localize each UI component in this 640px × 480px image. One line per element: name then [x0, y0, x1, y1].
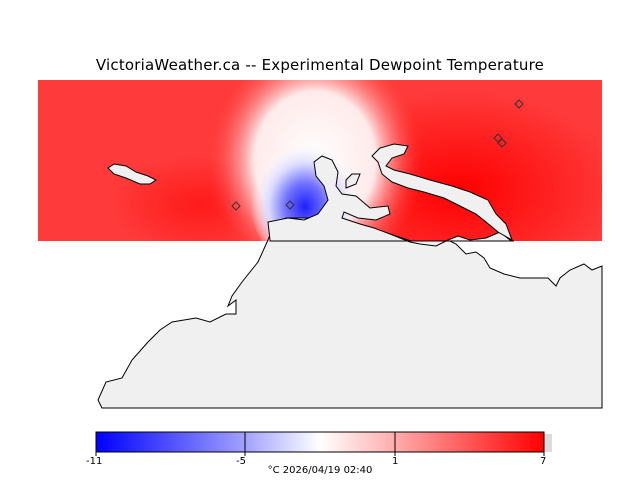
- colorbar-tick-label: 7: [540, 456, 547, 467]
- station-markers: [231, 99, 524, 211]
- colorbar-tick-label: -11: [86, 456, 103, 467]
- colorbar-tick-label: -5: [236, 456, 246, 467]
- map-title: VictoriaWeather.ca -- Experimental Dewpo…: [95, 56, 545, 74]
- colorbar: [95, 431, 552, 456]
- station-marker: [497, 138, 507, 148]
- colorbar-tick-label: 1: [392, 456, 399, 467]
- station-marker: [514, 99, 524, 109]
- units-timestamp: °C 2026/04/19 02:40: [267, 465, 373, 476]
- coastline: [97, 143, 603, 409]
- station-marker: [285, 200, 295, 210]
- station-marker: [493, 133, 503, 143]
- station-marker: [231, 201, 241, 211]
